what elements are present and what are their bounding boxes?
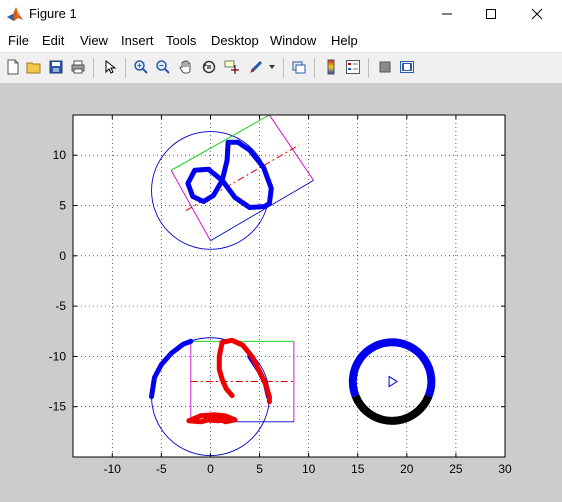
show-plot-tools-icon bbox=[400, 61, 414, 73]
hand-icon bbox=[179, 60, 191, 74]
curve-bottom-left-blue bbox=[149, 338, 194, 400]
zoom-in-icon bbox=[134, 60, 148, 74]
plot-curves bbox=[149, 139, 274, 425]
link-plot-icon bbox=[292, 61, 306, 74]
edit-plot-button[interactable] bbox=[100, 57, 120, 77]
menu-view[interactable]: View bbox=[80, 33, 108, 48]
open-file-button[interactable] bbox=[24, 57, 44, 77]
hide-plot-tools-button[interactable] bbox=[375, 57, 395, 77]
colorbar-icon bbox=[327, 59, 335, 75]
menu-edit[interactable]: Edit bbox=[42, 33, 65, 48]
menu-tools[interactable]: Tools bbox=[166, 33, 197, 48]
x-tick-label: 20 bbox=[400, 462, 414, 476]
link-plot-button[interactable] bbox=[289, 57, 309, 77]
show-plot-tools-button[interactable] bbox=[397, 57, 417, 77]
axis-ticks: -10 -5 0 5 10 15 20 25 30 10 5 0 -5 -10 -15 bbox=[49, 115, 512, 476]
y-tick-label: -10 bbox=[49, 349, 67, 363]
menu-desktop[interactable]: Desktop bbox=[211, 33, 259, 48]
toolbar-separator bbox=[125, 58, 126, 78]
figure-canvas: -10 -5 0 5 10 15 20 25 30 10 5 0 -5 -10 -15 bbox=[0, 83, 562, 502]
top-rect-edge bbox=[268, 114, 314, 181]
printer-icon bbox=[71, 60, 85, 74]
y-tick-label: 0 bbox=[59, 249, 66, 263]
brush-button[interactable] bbox=[246, 57, 266, 77]
x-tick-label: -5 bbox=[156, 462, 167, 476]
brush-dropdown-button[interactable] bbox=[266, 57, 278, 77]
toolbar-separator bbox=[283, 58, 284, 78]
close-button[interactable] bbox=[514, 0, 560, 28]
curve-top-blue bbox=[185, 139, 274, 210]
x-tick-label: 5 bbox=[256, 462, 263, 476]
new-file-icon bbox=[7, 59, 19, 75]
zoom-in-button[interactable] bbox=[131, 57, 151, 77]
new-figure-button[interactable] bbox=[3, 57, 23, 77]
hide-plot-tools-icon bbox=[379, 61, 391, 73]
triangle-marker bbox=[388, 375, 399, 388]
curve-bottom-red-base bbox=[186, 412, 238, 425]
folder-icon bbox=[26, 62, 41, 74]
title-bar: Figure 1 bbox=[0, 0, 562, 28]
close-icon bbox=[531, 8, 543, 20]
rotate-3d-button[interactable] bbox=[199, 57, 219, 77]
x-tick-label: 0 bbox=[207, 462, 214, 476]
minimize-button[interactable] bbox=[424, 0, 470, 28]
axes[interactable]: -10 -5 0 5 10 15 20 25 30 10 5 0 -5 -10 -15 bbox=[0, 83, 562, 502]
menu-bar: File Edit View Insert Tools Desktop Wind… bbox=[0, 28, 562, 73]
plot-background bbox=[73, 115, 505, 457]
menu-help[interactable]: Help bbox=[331, 33, 358, 48]
rotate-3d-icon bbox=[202, 60, 216, 74]
top-rect-edge bbox=[210, 179, 314, 242]
toolbar bbox=[0, 52, 562, 84]
minimize-icon bbox=[442, 13, 452, 15]
x-tick-label: -10 bbox=[104, 462, 122, 476]
chevron-down-icon bbox=[269, 65, 275, 69]
maximize-button[interactable] bbox=[468, 0, 514, 28]
toolbar-separator bbox=[314, 58, 315, 78]
ring-bottom-arc bbox=[351, 394, 433, 425]
y-tick-label: 10 bbox=[53, 148, 67, 162]
colorbar-button[interactable] bbox=[321, 57, 341, 77]
y-tick-label: -5 bbox=[55, 299, 66, 313]
legend-icon bbox=[346, 60, 360, 74]
top-rect-edge bbox=[170, 114, 270, 171]
y-tick-label: 5 bbox=[59, 199, 66, 213]
x-tick-label: 25 bbox=[449, 462, 463, 476]
y-tick-label: -15 bbox=[49, 400, 67, 414]
window-title: Figure 1 bbox=[29, 6, 77, 21]
toolbar-separator bbox=[368, 58, 369, 78]
maximize-icon bbox=[486, 9, 496, 19]
axes-box bbox=[72, 114, 506, 458]
legend-button[interactable] bbox=[343, 57, 363, 77]
print-button[interactable] bbox=[68, 57, 88, 77]
x-tick-label: 30 bbox=[498, 462, 512, 476]
menu-insert[interactable]: Insert bbox=[121, 33, 154, 48]
curve-bottom-red-stem bbox=[216, 339, 235, 399]
toolbar-separator bbox=[93, 58, 94, 78]
x-tick-label: 15 bbox=[351, 462, 365, 476]
data-cursor-button[interactable] bbox=[222, 57, 242, 77]
ring-top-arc bbox=[348, 338, 436, 398]
data-cursor-icon bbox=[224, 60, 239, 74]
x-tick-label: 10 bbox=[302, 462, 316, 476]
brush-icon bbox=[250, 60, 263, 73]
pan-button[interactable] bbox=[176, 57, 196, 77]
save-button[interactable] bbox=[46, 57, 66, 77]
top-rect-edge bbox=[170, 170, 211, 241]
zoom-out-icon bbox=[156, 60, 170, 74]
pointer-arrow-icon bbox=[105, 59, 117, 74]
curve-bottom-red-arc bbox=[219, 337, 272, 405]
save-icon bbox=[49, 60, 63, 74]
matlab-icon bbox=[7, 7, 23, 21]
zoom-out-button[interactable] bbox=[153, 57, 173, 77]
menu-window[interactable]: Window bbox=[270, 33, 317, 48]
menu-file[interactable]: File bbox=[8, 33, 29, 48]
